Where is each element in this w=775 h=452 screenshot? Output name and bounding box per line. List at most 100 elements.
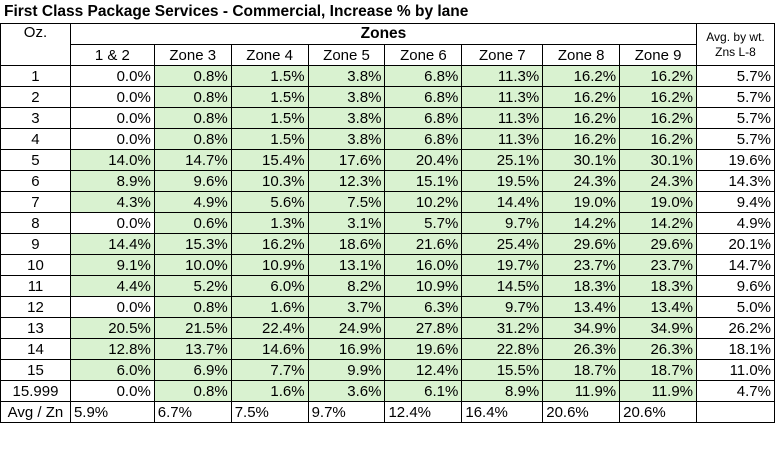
avg-by-weight-cell: 9.6% bbox=[696, 275, 775, 297]
increase-cell: 1.5% bbox=[230, 86, 309, 108]
avg-header-line1: Avg. by wt. bbox=[706, 29, 765, 44]
increase-cell: 15.3% bbox=[153, 233, 232, 255]
oz-cell: 7 bbox=[0, 191, 71, 213]
avg-by-weight-cell: 5.0% bbox=[696, 296, 775, 318]
increase-cell: 12.3% bbox=[307, 170, 386, 192]
increase-cell: 0.0% bbox=[69, 212, 155, 234]
avg-by-weight-cell: 5.7% bbox=[696, 107, 775, 129]
increase-cell: 19.7% bbox=[461, 254, 544, 276]
increase-cell: 9.9% bbox=[307, 359, 386, 381]
increase-cell: 11.9% bbox=[542, 380, 621, 402]
avg-by-weight-cell: 5.7% bbox=[696, 86, 775, 108]
table-row: 8 0.0% 0.6% 1.3% 3.1% 5.7% 9.7% 14.2% 14.2% 4.9% bbox=[0, 212, 775, 234]
increase-cell: 14.2% bbox=[619, 212, 698, 234]
increase-cell: 1.5% bbox=[230, 65, 309, 87]
increase-cell: 13.4% bbox=[542, 296, 621, 318]
increase-cell: 22.8% bbox=[461, 338, 544, 360]
footer-row: Avg / Zn 5.9% 6.7% 7.5% 9.7% 12.4% 16.4% 20.6% 2… bbox=[0, 401, 775, 423]
increase-cell: 14.7% bbox=[153, 149, 232, 171]
increase-cell: 34.9% bbox=[542, 317, 621, 339]
increase-cell: 7.5% bbox=[307, 191, 386, 213]
increase-cell: 4.3% bbox=[69, 191, 155, 213]
avg-by-weight-cell: 20.1% bbox=[696, 233, 775, 255]
increase-cell: 3.8% bbox=[307, 65, 386, 87]
increase-cell: 0.0% bbox=[69, 107, 155, 129]
increase-cell: 9.7% bbox=[461, 296, 544, 318]
increase-cell: 0.8% bbox=[153, 65, 232, 87]
increase-cell: 30.1% bbox=[542, 149, 621, 171]
oz-cell: 15 bbox=[0, 359, 71, 381]
oz-cell: 10 bbox=[0, 254, 71, 276]
avg-by-weight-cell: 4.7% bbox=[696, 380, 775, 402]
increase-cell: 0.8% bbox=[153, 107, 232, 129]
footer-empty-cell bbox=[696, 401, 775, 423]
increase-cell: 1.5% bbox=[230, 128, 309, 150]
avg-by-weight-cell: 5.7% bbox=[696, 65, 775, 87]
increase-cell: 6.1% bbox=[384, 380, 463, 402]
avg-per-zone-cell: 20.6% bbox=[619, 401, 698, 423]
oz-cell: 3 bbox=[0, 107, 71, 129]
increase-cell: 9.6% bbox=[153, 170, 232, 192]
avg-by-weight-cell: 14.3% bbox=[696, 170, 775, 192]
increase-cell: 10.9% bbox=[230, 254, 309, 276]
increase-cell: 16.2% bbox=[619, 128, 698, 150]
table-row: 10 9.1% 10.0% 10.9% 13.1% 16.0% 19.7% 23.7% 23.7… bbox=[0, 254, 775, 276]
increase-cell: 0.6% bbox=[153, 212, 232, 234]
increase-cell: 16.2% bbox=[619, 86, 698, 108]
increase-cell: 21.6% bbox=[384, 233, 463, 255]
increase-cell: 6.9% bbox=[153, 359, 232, 381]
increase-cell: 16.2% bbox=[619, 107, 698, 129]
oz-cell: 4 bbox=[0, 128, 71, 150]
increase-cell: 30.1% bbox=[619, 149, 698, 171]
increase-cell: 13.7% bbox=[153, 338, 232, 360]
table-row: 9 14.4% 15.3% 16.2% 18.6% 21.6% 25.4% 29.6% 29.6… bbox=[0, 233, 775, 255]
zone-label-header: 1 & 2 bbox=[69, 44, 155, 66]
avg-by-weight-cell: 11.0% bbox=[696, 359, 775, 381]
increase-cell: 14.2% bbox=[542, 212, 621, 234]
table-row: 14 12.8% 13.7% 14.6% 16.9% 19.6% 22.8% 26.3% 26.… bbox=[0, 338, 775, 360]
increase-cell: 16.2% bbox=[542, 107, 621, 129]
increase-cell: 4.4% bbox=[69, 275, 155, 297]
increase-cell: 20.5% bbox=[69, 317, 155, 339]
table-row: 1 0.0% 0.8% 1.5% 3.8% 6.8% 11.3% 16.2% 16.2% 5.7% bbox=[0, 65, 775, 87]
increase-cell: 15.1% bbox=[384, 170, 463, 192]
increase-cell: 10.3% bbox=[230, 170, 309, 192]
increase-cell: 26.3% bbox=[542, 338, 621, 360]
increase-cell: 6.0% bbox=[230, 275, 309, 297]
zone-label-header: Zone 6 bbox=[384, 44, 463, 66]
increase-cell: 14.6% bbox=[230, 338, 309, 360]
increase-cell: 12.4% bbox=[384, 359, 463, 381]
increase-cell: 0.8% bbox=[153, 128, 232, 150]
increase-cell: 16.2% bbox=[230, 233, 309, 255]
increase-cell: 0.8% bbox=[153, 296, 232, 318]
increase-cell: 8.9% bbox=[461, 380, 544, 402]
increase-cell: 3.8% bbox=[307, 86, 386, 108]
increase-cell: 18.3% bbox=[619, 275, 698, 297]
increase-cell: 16.2% bbox=[542, 86, 621, 108]
zone-label-header: Zone 5 bbox=[307, 44, 386, 66]
oz-header: Oz. bbox=[0, 23, 71, 66]
increase-cell: 14.4% bbox=[461, 191, 544, 213]
increase-cell: 0.0% bbox=[69, 380, 155, 402]
increase-cell: 27.8% bbox=[384, 317, 463, 339]
increase-cell: 29.6% bbox=[619, 233, 698, 255]
increase-cell: 4.9% bbox=[153, 191, 232, 213]
increase-cell: 34.9% bbox=[619, 317, 698, 339]
increase-cell: 26.3% bbox=[619, 338, 698, 360]
increase-cell: 3.8% bbox=[307, 107, 386, 129]
table-row: 11 4.4% 5.2% 6.0% 8.2% 10.9% 14.5% 18.3% 18.3% 9.… bbox=[0, 275, 775, 297]
avg-by-weight-cell: 14.7% bbox=[696, 254, 775, 276]
table-row: 2 0.0% 0.8% 1.5% 3.8% 6.8% 11.3% 16.2% 16.2% 5.7% bbox=[0, 86, 775, 108]
avg-per-zone-cell: 5.9% bbox=[69, 401, 155, 423]
avg-per-zone-cell: 20.6% bbox=[542, 401, 621, 423]
increase-cell: 1.6% bbox=[230, 296, 309, 318]
oz-cell: 14 bbox=[0, 338, 71, 360]
increase-cell: 18.3% bbox=[542, 275, 621, 297]
header-row-zones: Oz. Zones Avg. by wt. Zns L-8 bbox=[0, 23, 775, 66]
table-row: 12 0.0% 0.8% 1.6% 3.7% 6.3% 9.7% 13.4% 13.4% 5.0% bbox=[0, 296, 775, 318]
increase-cell: 9.7% bbox=[461, 212, 544, 234]
increase-cell: 19.6% bbox=[384, 338, 463, 360]
increase-cell: 5.2% bbox=[153, 275, 232, 297]
increase-cell: 1.3% bbox=[230, 212, 309, 234]
